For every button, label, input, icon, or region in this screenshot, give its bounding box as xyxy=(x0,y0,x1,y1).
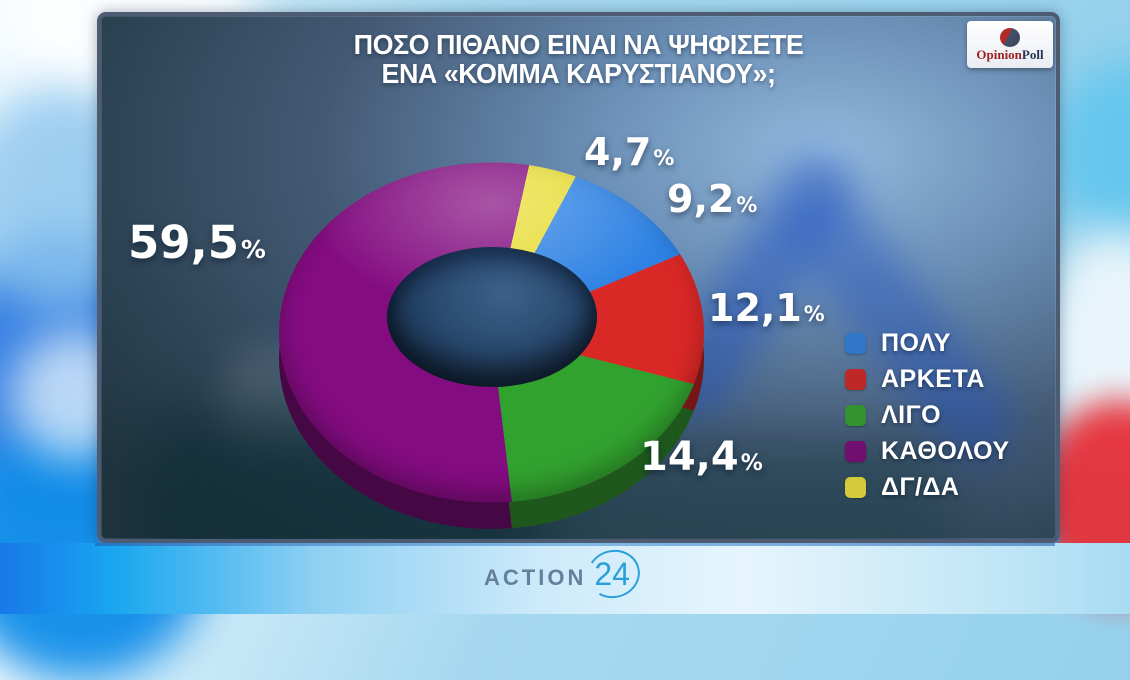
legend-item-poly: ΠΟΛΥ xyxy=(845,329,1010,357)
segment-value-katholou: 59,5% xyxy=(128,216,266,269)
bottom-strip xyxy=(0,543,1130,614)
legend-swatch-arketa xyxy=(845,368,866,390)
opinion-poll-logo-text: OpinionPoll xyxy=(976,47,1044,62)
segment-value-arketa: 12,1% xyxy=(708,286,825,330)
channel-logo-text: ACTION xyxy=(484,565,587,590)
legend-swatch-poly xyxy=(845,332,866,354)
segment-value-dgda: 4,7% xyxy=(584,130,675,174)
channel-logo-number: 24 xyxy=(582,544,646,604)
legend-item-katholou: ΚΑΘΟΛΟΥ xyxy=(845,437,1010,465)
opinion-poll-badge: OpinionPoll xyxy=(967,21,1053,68)
legend-swatch-katholou xyxy=(845,440,866,462)
title-line-1: ΠΟΣΟ ΠΙΘΑΝΟ ΕΙΝΑΙ ΝΑ ΨΗΦΙΣΕΤΕ xyxy=(353,29,804,60)
donut-chart-hole xyxy=(387,247,597,387)
legend-swatch-dgda xyxy=(845,476,866,498)
segment-value-ligo: 14,4% xyxy=(640,434,763,480)
opinion-poll-logo-icon xyxy=(1000,28,1020,47)
segment-value-poly: 9,2% xyxy=(667,177,758,221)
page-title: ΠΟΣΟ ΠΙΘΑΝΟ ΕΙΝΑΙ ΝΑ ΨΗΦΙΣΕΤΕ ΕΝΑ «ΚΟΜΜΑ… xyxy=(116,30,1040,88)
backdrop-cyan-blob xyxy=(1050,60,1130,240)
legend-swatch-ligo xyxy=(845,404,866,426)
legend-item-arketa: ΑΡΚΕΤΑ xyxy=(845,365,1010,393)
legend-item-ligo: ΛΙΓΟ xyxy=(845,401,1010,429)
legend-item-dgda: ΔΓ/ΔΑ xyxy=(845,473,1010,501)
channel-logo: ACTION 24 xyxy=(0,544,1114,604)
title-line-2: ΕΝΑ «ΚΟΜΜΑ ΚΑΡΥΣΤΙΑΝΟΥ»; xyxy=(381,58,776,90)
chart-legend: ΠΟΛΥ ΑΡΚΕΤΑ ΛΙΓΟ ΚΑΘΟΛΟΥ ΔΓ/ΔΑ xyxy=(845,329,1010,512)
